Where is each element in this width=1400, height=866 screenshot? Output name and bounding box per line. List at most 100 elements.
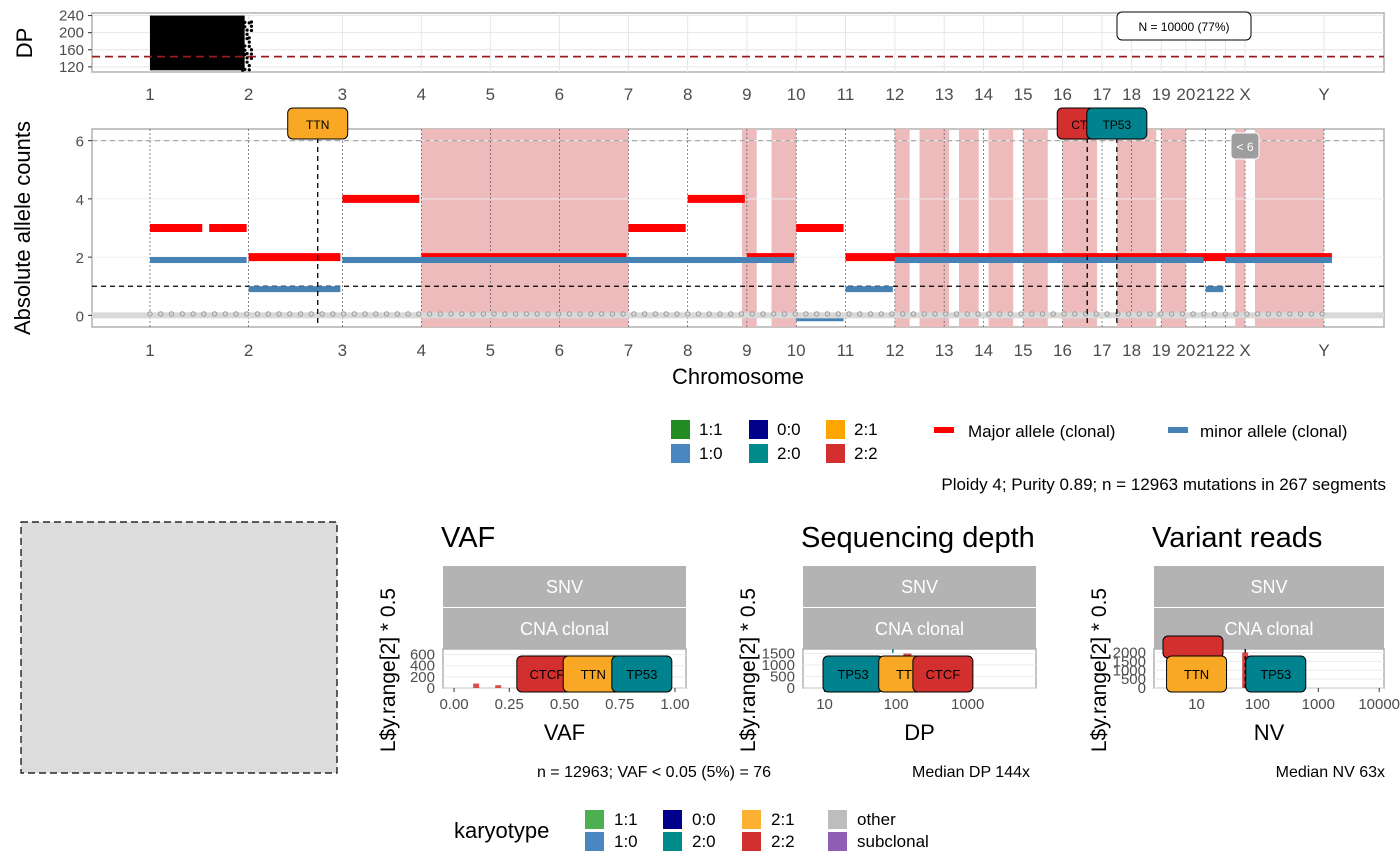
cn-zero-point [1039,311,1046,317]
hist-ytick-label: 1500 [1113,653,1146,670]
cn-shaded-region [988,129,1014,327]
karyotype-label: 1:1 [614,810,638,829]
facet-strip [443,608,686,649]
cn-zero-point [1050,311,1056,317]
cn-zero-point [319,311,325,317]
cn-shaded-region [1062,129,1098,327]
cn-zero-point [727,311,734,317]
dp-ylabel: DP [12,28,37,59]
placeholder-panel [20,521,338,774]
cn-xtick-label: 4 [417,341,426,360]
cn-xtick-label: 6 [555,341,564,360]
cn-zero-point [695,311,702,317]
cn-zero-point [1244,311,1250,317]
cn-xtick-label: 9 [742,341,751,360]
cn-xtick-label: Y [1318,341,1329,360]
cn-zero-point [233,311,239,317]
cn-shaded-region [1116,129,1157,327]
minor-allele-segment [342,257,795,264]
cn-zero-point [394,311,401,317]
cn-xtick-label: 5 [486,341,495,360]
hist-xtick-label: 0.00 [439,696,468,713]
hist-ytick-label: 500 [770,669,795,686]
cn-zero-point [330,311,336,317]
dp-caption: Median DP 144x [912,764,1030,781]
karyotype-swatch [585,832,604,851]
dp-driver-box [912,655,974,693]
cn-ytick-label: 2 [76,250,84,267]
cn-zero-point [674,311,680,317]
dp-xtick-label: 2 [244,85,253,104]
cn-zero-point [857,311,863,317]
hist-xtick-label: 10 [1188,696,1205,713]
cn-zero-point [1007,311,1013,317]
cn-zero-point [222,311,228,317]
hist-title: Variant reads [1152,522,1322,554]
cn-zero-point [588,311,594,317]
dp-point [241,60,245,64]
cn-zero-point [545,311,551,317]
cn-zero-point [469,311,476,317]
cn-zero-point [1136,311,1143,317]
cn-zero-point [1147,311,1153,317]
cn-xtick-label: X [1239,341,1250,360]
dp-xtick-label: 8 [683,85,692,104]
driver-label-box [287,107,349,140]
hist-xlabel: DP [904,720,935,745]
facet-label: SNV [901,577,938,597]
cn-xtick-label: 21 [1196,341,1215,360]
karyotype-swatch [663,832,682,851]
dp-point [247,40,251,44]
cn-zero-point [555,311,562,317]
dp-xtick-label: 3 [338,85,347,104]
cn-ylabel: Absolute allele counts [10,121,35,335]
cn-zero-point [201,311,207,317]
nv-driver-box [1245,655,1307,693]
dp-point [247,44,251,48]
dp-xtick-label: 18 [1122,85,1141,104]
hist-xtick-label: 0.50 [550,696,579,713]
cn-zero-point [609,311,616,317]
facet-label: CNA clonal [875,619,964,639]
karyotype-label: 0:0 [692,810,716,829]
cn-zero-point [362,311,368,317]
major-allele-segment [687,194,745,203]
nv-caption: Median NV 63x [1276,764,1385,781]
dp-xtick-label: 13 [935,85,954,104]
vaf-driver-text: TTN [581,667,606,682]
dp-point [247,63,251,68]
vaf-driver-text: CTCF [529,667,564,682]
cn-zero-point [502,311,508,317]
dp-driver-text: CTCF [926,667,961,682]
cn-zero-point [383,311,390,317]
vaf-bar [495,685,502,688]
cn-zero-point [900,311,906,317]
cn-shaded-region [771,129,797,327]
dp-point [249,28,254,33]
cn-xtick-label: 13 [935,341,954,360]
dp-point [243,48,247,52]
dp-point [241,64,245,68]
dp-point [245,60,249,64]
vaf-bar [473,683,480,688]
cn-zero-point [405,311,411,317]
cn-zero-point [652,311,659,317]
cn-xtick-label: 20 [1176,341,1195,360]
cn-xtick-label: 14 [974,341,993,360]
cn-zero-point [168,311,175,317]
cn-xtick-label: 16 [1053,341,1072,360]
hist-xtick-label: 10 [816,696,833,713]
cn-zero-point [706,311,712,317]
cn-zero-point [1201,311,1207,317]
cn-zero-point [276,311,282,317]
driver-label-text: TTN [306,118,329,132]
dp-point [249,56,254,60]
dp-ytick-label: 240 [59,8,84,25]
hist-xtick-label: 1000 [951,696,984,713]
legend-swatch [826,444,845,463]
dp-point [243,44,247,48]
legend-label: 0:0 [777,420,801,439]
cn-zero-point [835,311,841,317]
